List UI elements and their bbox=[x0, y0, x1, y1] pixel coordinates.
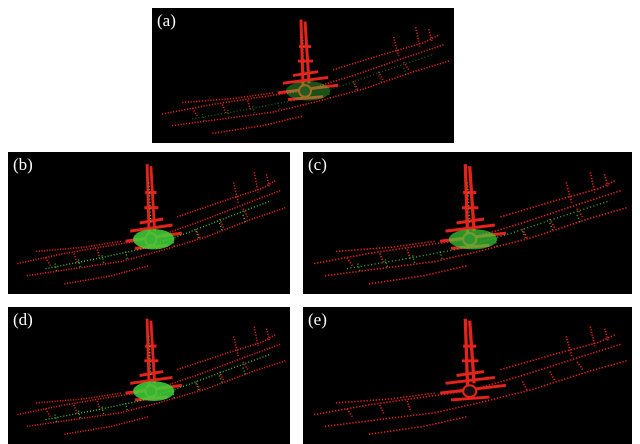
panel-c: (c) bbox=[303, 152, 632, 294]
point-cloud bbox=[303, 152, 632, 294]
panel-e: (e) bbox=[303, 307, 632, 444]
panel-b: (b) bbox=[8, 152, 290, 294]
point-cloud bbox=[8, 152, 290, 294]
panel-label: (a) bbox=[157, 11, 176, 31]
panel-a: (a) bbox=[152, 8, 454, 143]
page: (a) (b) (c) (d) (e) (() => { const data … bbox=[0, 0, 640, 444]
panel-label: (c) bbox=[308, 155, 327, 175]
panel-label: (b) bbox=[13, 155, 33, 175]
point-cloud bbox=[303, 307, 632, 444]
panel-label: (d) bbox=[13, 310, 33, 330]
point-cloud bbox=[8, 307, 290, 444]
panel-d: (d) bbox=[8, 307, 290, 444]
point-cloud bbox=[152, 8, 454, 143]
panel-label: (e) bbox=[308, 310, 327, 330]
